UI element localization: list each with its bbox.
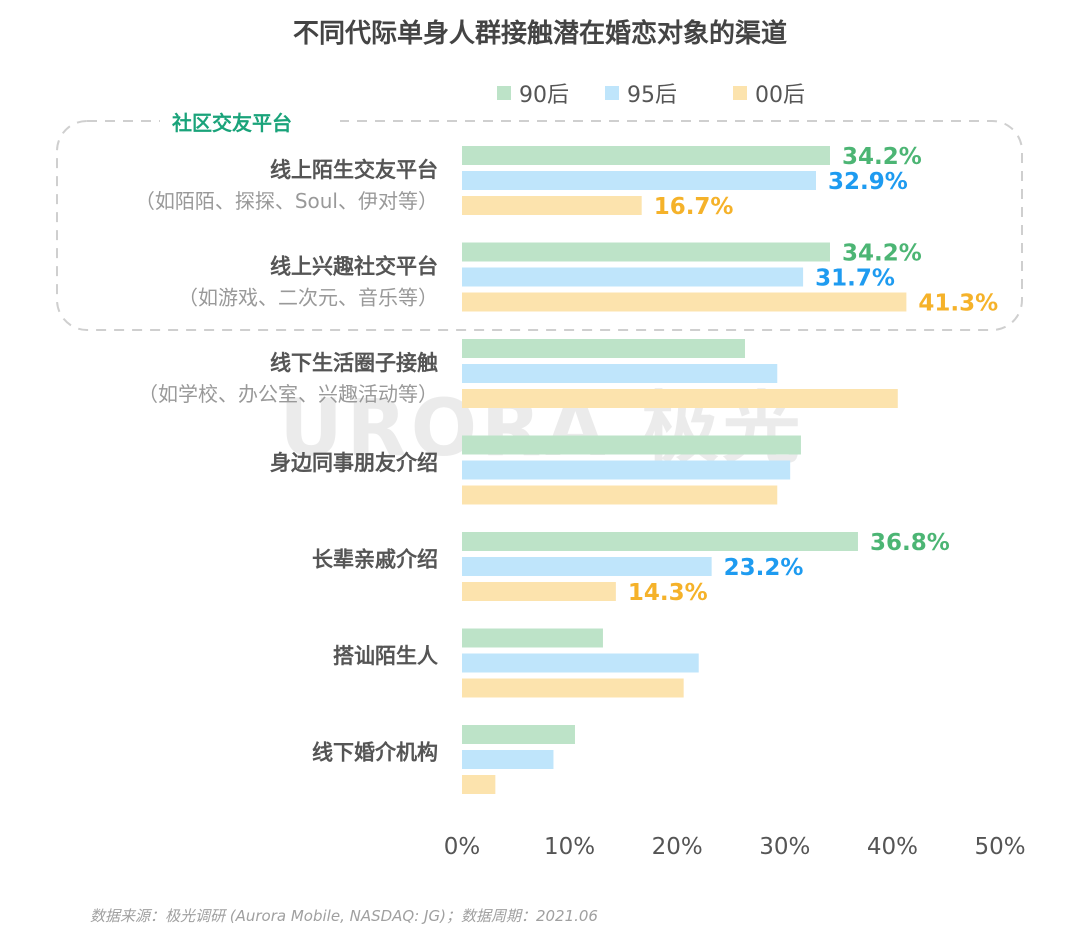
legend-swatch: [605, 86, 619, 100]
category-label: 长辈亲戚介绍: [312, 548, 438, 572]
category-label: 线上陌生交友平台: [270, 158, 438, 182]
x-tick-label: 0%: [444, 834, 481, 860]
bar-90后: [462, 628, 603, 648]
category-label: 线上兴趣社交平台: [270, 255, 438, 279]
bar-90后: [462, 339, 745, 358]
data-label: 14.3%: [628, 580, 708, 606]
bar-95后: [462, 267, 804, 287]
category-sublabel: （如学校、办公室、兴趣活动等）: [138, 382, 438, 406]
bar-90后: [462, 242, 830, 262]
bar-95后: [462, 460, 791, 480]
category-label: 线下生活圈子接触: [270, 351, 438, 375]
bar-90后: [462, 435, 801, 455]
group-dashed-box: [56, 120, 1023, 331]
bar-95后: [462, 750, 554, 769]
data-label: 41.3%: [918, 291, 998, 317]
bar-00后: [462, 775, 496, 794]
category-sublabel: （如游戏、二次元、音乐等）: [178, 286, 438, 310]
legend-swatch: [733, 86, 747, 100]
data-label: 23.2%: [724, 555, 804, 581]
bar-00后: [462, 678, 684, 698]
group-label: 社区交友平台: [171, 111, 292, 135]
data-label: 34.2%: [842, 144, 922, 170]
bar-90后: [462, 725, 575, 744]
x-tick-label: 50%: [974, 834, 1025, 860]
bar-90后: [462, 146, 830, 165]
legend-swatch: [497, 86, 511, 100]
category-label: 搭讪陌生人: [333, 644, 438, 668]
category-sublabel: （如陌陌、探探、Soul、伊对等）: [135, 189, 438, 213]
legend-label: 00后: [755, 83, 805, 108]
category-label: 身边同事朋友介绍: [270, 451, 438, 475]
data-label: 31.7%: [815, 266, 895, 292]
bar-95后: [462, 557, 712, 576]
x-tick-label: 10%: [544, 834, 595, 860]
x-tick-label: 20%: [652, 834, 703, 860]
legend: 90后 95后 00后: [497, 83, 805, 108]
bar-95后: [462, 653, 699, 673]
bar-00后: [462, 196, 642, 215]
data-label: 34.2%: [842, 241, 922, 267]
bar-00后: [462, 292, 907, 312]
data-label: 36.8%: [870, 530, 950, 556]
bar-90后: [462, 532, 858, 551]
x-tick-label: 30%: [759, 834, 810, 860]
bar-00后: [462, 485, 778, 505]
bar-95后: [462, 171, 817, 190]
x-tick-label: 40%: [867, 834, 918, 860]
legend-label: 90后: [519, 83, 569, 108]
group-label-bg: [160, 108, 340, 136]
source-note: 数据来源：极光调研 (Aurora Mobile, NASDAQ: JG)；数据…: [90, 907, 598, 925]
data-label: 16.7%: [654, 194, 734, 220]
legend-label: 95后: [627, 83, 677, 108]
bar-95后: [462, 364, 778, 383]
bar-00后: [462, 582, 616, 601]
data-label: 32.9%: [828, 169, 908, 195]
bar-00后: [462, 389, 898, 408]
category-label: 线下婚介机构: [312, 741, 438, 765]
chart-title: 不同代际单身人群接触潜在婚恋对象的渠道: [293, 18, 787, 49]
